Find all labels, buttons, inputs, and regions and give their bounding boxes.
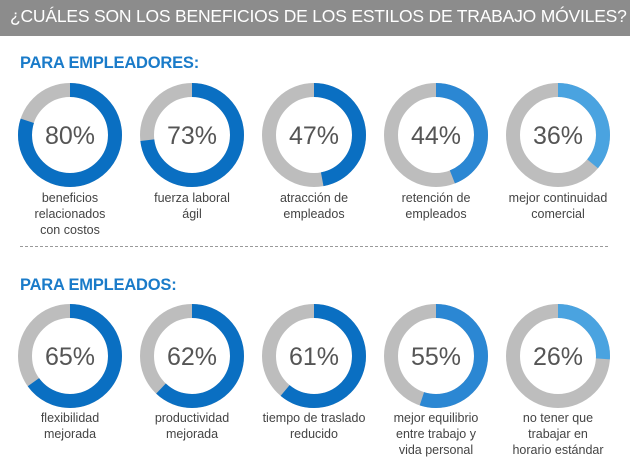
donut-category-label-line: vida personal	[398, 443, 474, 457]
section-title-employers: PARA EMPLEADORES:	[20, 54, 200, 72]
donut-category-label: mejor equilibrio entre trabajo y vida pers…	[376, 410, 496, 458]
donut-category-label-line: comercial	[531, 207, 585, 221]
donut-arc	[384, 83, 488, 187]
donut-arc	[140, 83, 244, 187]
donut-arc	[384, 304, 488, 408]
donut-1-3: 55%	[384, 304, 488, 408]
donut-value-label: 61%	[289, 343, 339, 371]
donut-category-label-line: retención de	[401, 191, 471, 205]
donut-category-label-line: no tener que	[522, 411, 594, 425]
donut-value-label: 47%	[289, 122, 339, 150]
donut-category-label: beneficios relacionados con costos	[10, 190, 130, 238]
donut-value-label: 55%	[411, 343, 461, 371]
donut-category-label-line: mejorada	[43, 427, 97, 441]
section-title-employees: PARA EMPLEADOS:	[20, 276, 177, 294]
donut-category-label-line: horario estándar	[512, 443, 604, 457]
donut-category-label-line: tiempo de traslado	[262, 411, 366, 425]
donut-1-4: 26%	[506, 304, 610, 408]
donut-category-label-line: entre trabajo y	[396, 427, 476, 441]
donut-category-label-line: reducido	[290, 427, 338, 441]
page-title: ¿CUÁLES SON LOS BENEFICIOS DE LOS ESTILO…	[10, 6, 627, 26]
donut-category-label-line: mejorada	[165, 427, 219, 441]
donut-1-0: 65%	[18, 304, 122, 408]
donut-category-label-line: ágil	[182, 207, 202, 221]
donut-category-label: fuerza laboral ágil	[132, 190, 252, 222]
donut-category-label: retención de empleados	[376, 190, 496, 222]
donut-category-label: productividad mejorada	[132, 410, 252, 442]
donut-arc	[506, 83, 610, 187]
donut-category-label-line: mejor equilibrio	[393, 411, 479, 425]
donut-category-label-line: flexibilidad	[40, 411, 100, 425]
donut-category-label-line: productividad	[154, 411, 230, 425]
donut-value-label: 26%	[533, 343, 583, 371]
donut-0-1: 73%	[140, 83, 244, 187]
donut-value-label: 62%	[167, 343, 217, 371]
donut-arc	[18, 304, 122, 408]
donut-category-label-line: con costos	[40, 223, 100, 237]
section-divider	[20, 246, 608, 247]
donut-arc	[262, 304, 366, 408]
donut-1-2: 61%	[262, 304, 366, 408]
donut-arc	[262, 83, 366, 187]
donut-category-label-line: atracción de	[279, 191, 349, 205]
donut-category-label: mejor continuidad comercial	[498, 190, 618, 222]
donut-0-4: 36%	[506, 83, 610, 187]
donut-category-label: flexibilidad mejorada	[10, 410, 130, 442]
donut-value-label: 80%	[45, 122, 95, 150]
donut-arc	[140, 304, 244, 408]
donut-category-label-line: beneficios	[41, 191, 99, 205]
donut-0-0: 80%	[18, 83, 122, 187]
donut-category-label-line: mejor continuidad	[508, 191, 608, 205]
donut-0-2: 47%	[262, 83, 366, 187]
donut-0-3: 44%	[384, 83, 488, 187]
donut-arc	[506, 304, 610, 408]
donut-arc	[18, 83, 122, 187]
donut-category-label-line: fuerza laboral	[154, 191, 230, 205]
donut-category-label: tiempo de traslado reducido	[254, 410, 374, 442]
donut-value-label: 65%	[45, 343, 95, 371]
donut-category-label-line: trabajar en	[528, 427, 588, 441]
donut-value-label: 44%	[411, 122, 461, 150]
donut-category-label-line: empleados	[283, 207, 345, 221]
donut-category-label-line: empleados	[405, 207, 467, 221]
donut-category-label: atracción de empleados	[254, 190, 374, 222]
donut-category-label-line: relacionados	[34, 207, 106, 221]
donut-value-label: 73%	[167, 122, 217, 150]
donut-1-1: 62%	[140, 304, 244, 408]
header-bar: ¿CUÁLES SON LOS BENEFICIOS DE LOS ESTILO…	[0, 0, 630, 36]
donut-category-label: no tener que trabajar en horario estándar	[498, 410, 618, 458]
donut-value-label: 36%	[533, 122, 583, 150]
